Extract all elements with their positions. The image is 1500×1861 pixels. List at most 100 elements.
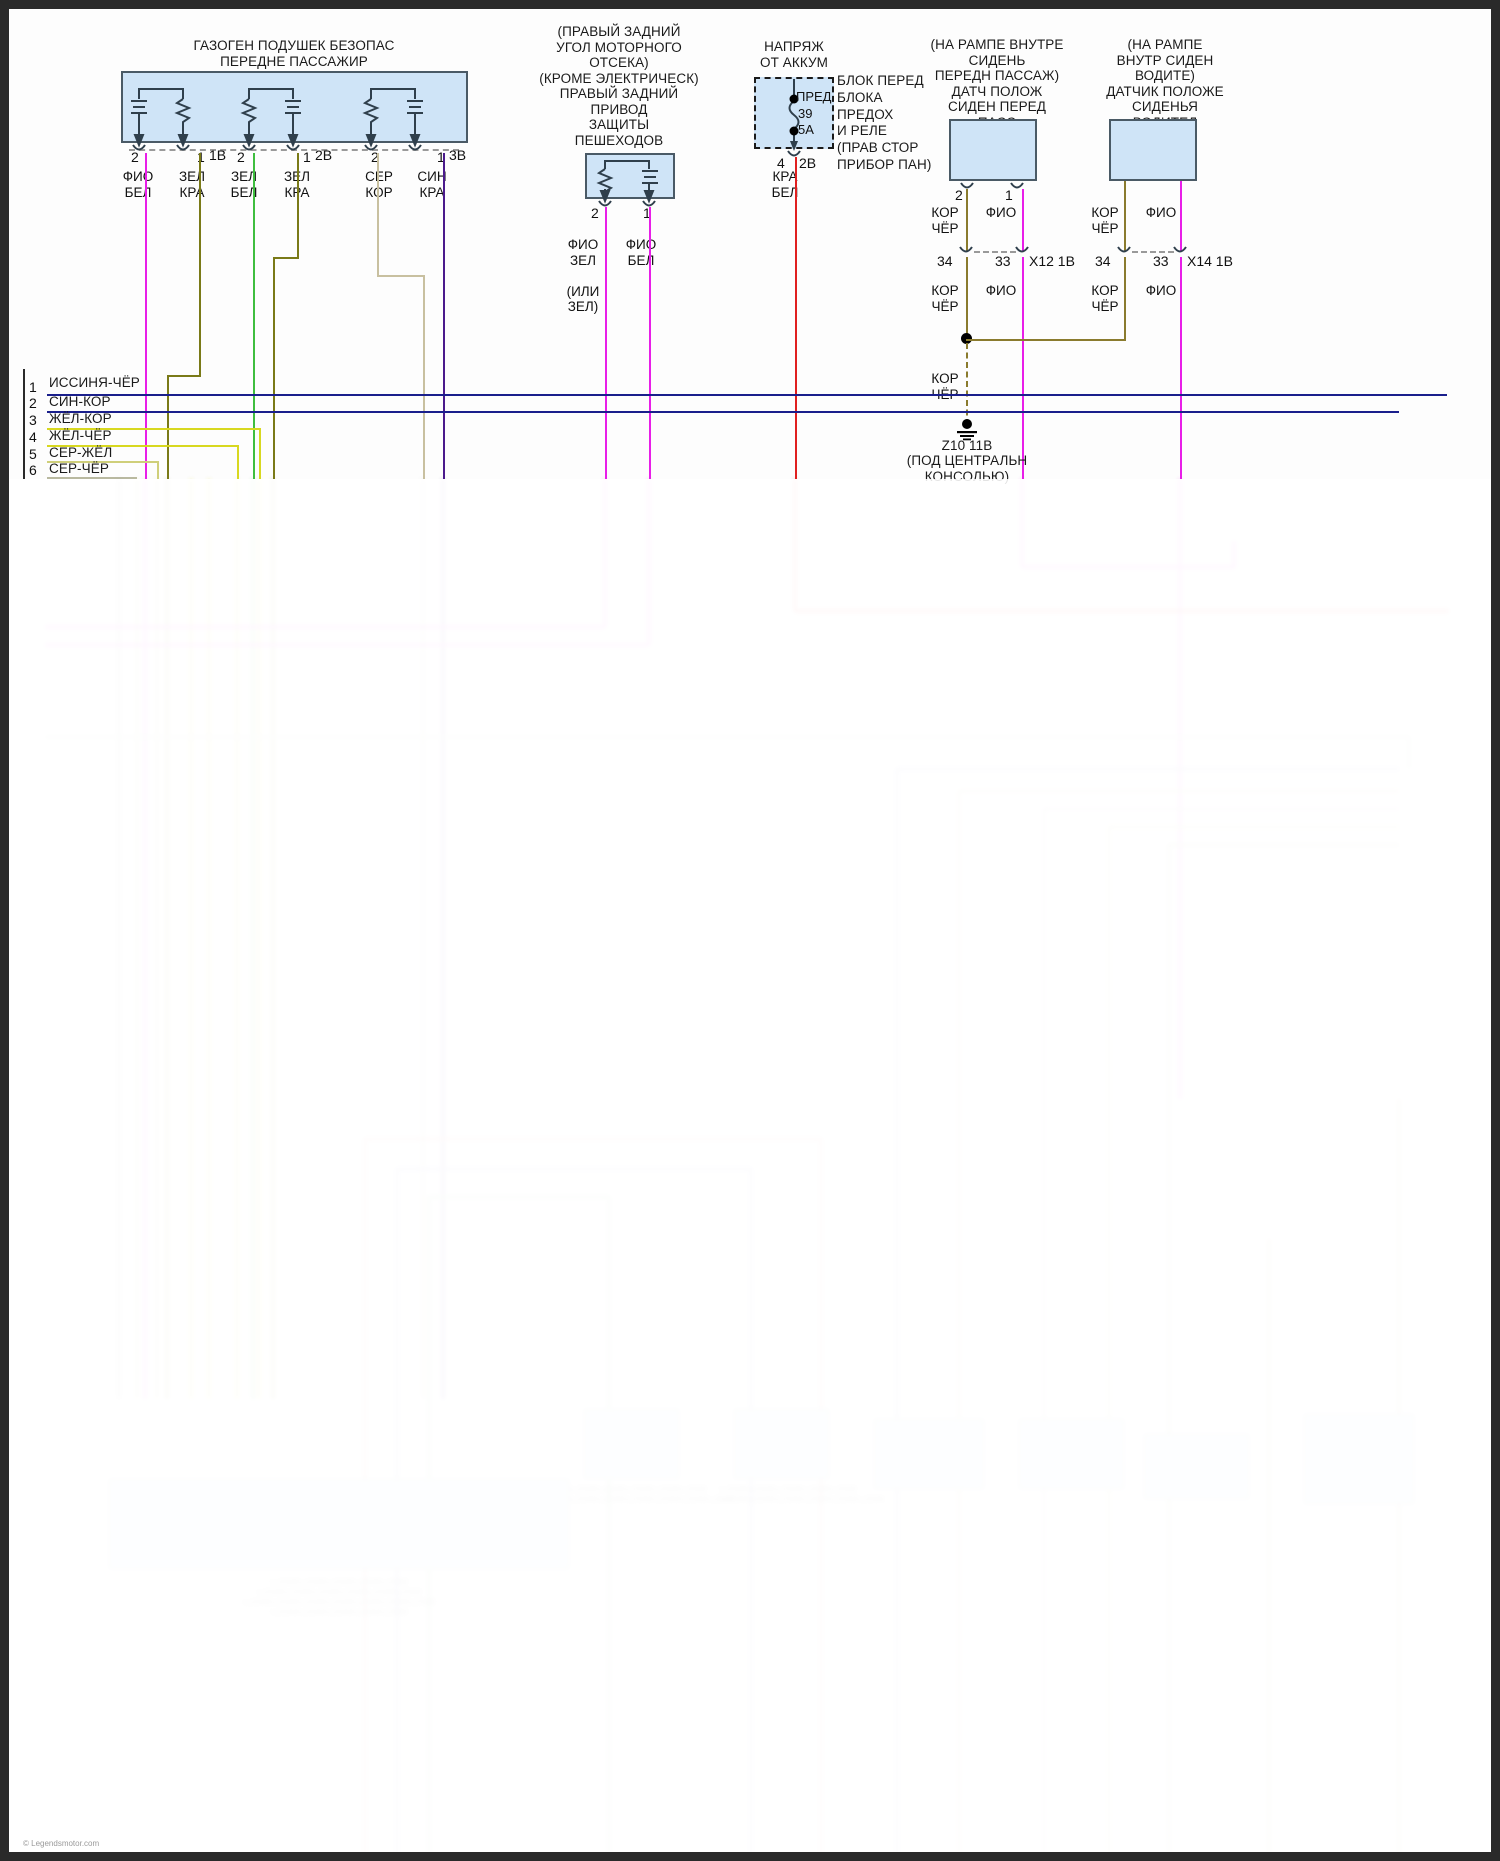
x12-connector-label: X12 1B xyxy=(1029,253,1075,269)
faded-module-box-7 xyxy=(1304,1414,1414,1504)
pedestrian-connector-cups xyxy=(598,200,656,207)
wire-seat-pass-brown-lower xyxy=(966,257,968,339)
wire-list-line-6 xyxy=(47,477,137,479)
seat-sensor-passenger-wire-1: КОР ЧЁР xyxy=(931,205,959,236)
seat-sensor-driver-title: (НА РАМПЕ ВНУТР СИДЕН ВОДИТЕ) ДАТЧИК ПОЛ… xyxy=(1106,37,1224,130)
wire-seat-driver-violet-lower xyxy=(1180,257,1182,479)
wire-pedestrian-1 xyxy=(649,207,651,479)
wire-fuse-battery xyxy=(795,157,797,479)
wire-list-name-1: ИССИНЯ-ЧЁР xyxy=(49,375,140,390)
wire-list-drop-4 xyxy=(237,445,239,479)
fuse-block-battery-label: НАПРЯЖ ОТ АККУМ xyxy=(759,39,828,70)
wire-list-name-2: СИН-КОР xyxy=(49,394,111,409)
airbag-connector-1b: 1B xyxy=(209,147,227,163)
airbag-connector-2b: 2B xyxy=(315,147,333,163)
fuse-pin-4: 4 xyxy=(777,155,785,171)
wire-airbag-3b2-a xyxy=(377,153,379,275)
fuse-connector-cup xyxy=(787,150,801,157)
x14-connector-label: X14 1B xyxy=(1187,253,1233,269)
seat-sensor-passenger-title: (НА РАМПЕ ВНУТРЕ СИДЕНЬ ПЕРЕДН ПАССАЖ) Д… xyxy=(930,37,1064,130)
wire-airbag-1b2 xyxy=(145,153,147,479)
wire-list-drop-3 xyxy=(259,428,261,479)
wire-airbag-1b1-b xyxy=(167,375,201,377)
ground-splice-dot xyxy=(961,333,972,344)
faded-module-caption-3: \u2588\u2588\u2588\u2588\u2588 \u2588\u2… xyxy=(719,1484,885,1504)
airbag-wire-label-6: СИН КРА xyxy=(417,169,447,200)
pedestrian-pin-1: 1 xyxy=(643,205,651,221)
wire-list-name-3: ЖЁЛ-КОР xyxy=(49,411,112,426)
wire-airbag-2b1-c xyxy=(273,257,275,479)
airbag-inflator-title: ГАЗОГЕН ПОДУШЕК БЕЗОПАС ПЕРЕДНЕ ПАССАЖИР xyxy=(193,38,395,69)
fuse-block-side-label: БЛОК ПЕРЕД БЛОКА ПРЕДОХ И РЕЛЕ (ПРАВ СТО… xyxy=(837,73,932,172)
seat-sensor-passenger-pin-1: 1 xyxy=(1005,187,1013,203)
wire-list-number-1: 1 xyxy=(29,379,37,395)
x14-connector-break xyxy=(1132,251,1174,253)
airbag-pin-2b-2: 2 xyxy=(237,149,245,165)
ground-wire-label: КОР ЧЁР xyxy=(931,371,959,402)
seat-sensor-driver-wire-lower-2: ФИО xyxy=(1145,283,1177,298)
faded-module-caption-2: \u2588\u2588\u2588\u2588\u2588 \u2588\u2… xyxy=(569,1484,735,1504)
wire-list-line-2 xyxy=(47,411,1399,413)
wire-airbag-3b2-c xyxy=(423,275,425,479)
wire-list-name-4: ЖЁЛ-ЧЁР xyxy=(49,428,112,443)
wire-seat-driver-brown-lower xyxy=(1124,257,1126,341)
seat-sensor-driver-wire-1: КОР ЧЁР xyxy=(1091,205,1119,236)
faded-main-module-caption: \u2588\u2588\u2588\u2588\u2588 \u2588\u2… xyxy=(242,1577,436,1617)
diagram-canvas: ГАЗОГЕН ПОДУШЕК БЕЗОПАС ПЕРЕДНЕ ПАССАЖИР xyxy=(9,9,1491,1852)
wire-pedestrian-2 xyxy=(605,207,607,479)
pedestrian-wire-label-1: ФИО ЗЕЛ (ИЛИ ЗЕЛ) xyxy=(566,237,600,314)
x12-pin-34: 34 xyxy=(937,253,953,269)
ground-symbol xyxy=(957,419,977,441)
seat-sensor-passenger-wire-lower-1: КОР ЧЁР xyxy=(931,283,959,314)
wire-list-line-1 xyxy=(47,394,1447,396)
faded-module-box-6 xyxy=(1144,1434,1249,1499)
x14-pin-33: 33 xyxy=(1153,253,1169,269)
wire-ground-branch xyxy=(966,339,1124,341)
airbag-wire-label-4: ЗЕЛ КРА xyxy=(283,169,311,200)
pedestrian-actuator-symbols xyxy=(596,160,658,204)
x12-connector-break xyxy=(974,251,1016,253)
wire-list-number-5: 5 xyxy=(29,446,37,462)
fuse-word-label: ПРЕД xyxy=(796,89,832,104)
wire-seat-driver-violet-upper xyxy=(1180,181,1182,251)
faded-main-module-box xyxy=(109,1479,569,1569)
wire-list-name-5: СЕР-ЖЁЛ xyxy=(49,445,113,460)
faded-schematic-svg xyxy=(45,479,1449,1852)
wire-seat-driver-brown-upper xyxy=(1124,181,1126,251)
seat-sensor-passenger-wire-lower-2: ФИО xyxy=(985,283,1017,298)
airbag-internal-symbols xyxy=(131,88,423,148)
x14-pin-34: 34 xyxy=(1095,253,1111,269)
faded-lower-diagram: \u2588\u2588\u2588\u2588\u2588 \u2588\u2… xyxy=(9,479,1491,1852)
airbag-wire-label-2: ЗЕЛ КРА xyxy=(178,169,206,200)
airbag-pin-2b-1: 1 xyxy=(303,149,311,165)
wire-list-line-5 xyxy=(47,461,157,463)
seat-sensor-passenger-box[interactable] xyxy=(949,119,1037,181)
wire-list-number-4: 4 xyxy=(29,429,37,445)
airbag-connector-cups xyxy=(132,144,422,151)
wire-list-left-border xyxy=(23,369,25,479)
seat-sensor-passenger-pin-2: 2 xyxy=(955,187,963,203)
x12-pin-33: 33 xyxy=(995,253,1011,269)
wire-list-line-4 xyxy=(47,445,237,447)
wire-list-name-6: СЕР-ЧЁР xyxy=(49,461,109,476)
airbag-wire-label-5: СЕР КОР xyxy=(365,169,393,200)
fuse-symbol xyxy=(788,79,800,151)
faded-module-box-4 xyxy=(874,1419,984,1489)
wire-seat-pass-violet-upper xyxy=(1022,189,1024,251)
seat-sensor-passenger-cups xyxy=(960,182,1024,189)
wire-list-number-6: 6 xyxy=(29,462,37,478)
wire-list-number-2: 2 xyxy=(29,395,37,411)
faded-module-box-2 xyxy=(584,1409,679,1479)
faded-module-box-5 xyxy=(1019,1419,1124,1489)
airbag-wire-label-1: ФИО БЕЛ xyxy=(122,169,154,200)
wire-seat-pass-violet-lower xyxy=(1022,257,1024,479)
fuse-connector-2b: 2B xyxy=(799,155,817,171)
seat-sensor-driver-box[interactable] xyxy=(1109,119,1197,181)
seat-sensor-driver-wire-lower-1: КОР ЧЁР xyxy=(1091,283,1119,314)
wire-airbag-2b1-b xyxy=(273,257,299,259)
wire-seat-pass-brown-upper xyxy=(966,189,968,251)
wire-list-drop-5 xyxy=(157,461,159,479)
airbag-pin-1b-2: 2 xyxy=(131,149,139,165)
wire-airbag-1b1-a xyxy=(199,153,201,375)
